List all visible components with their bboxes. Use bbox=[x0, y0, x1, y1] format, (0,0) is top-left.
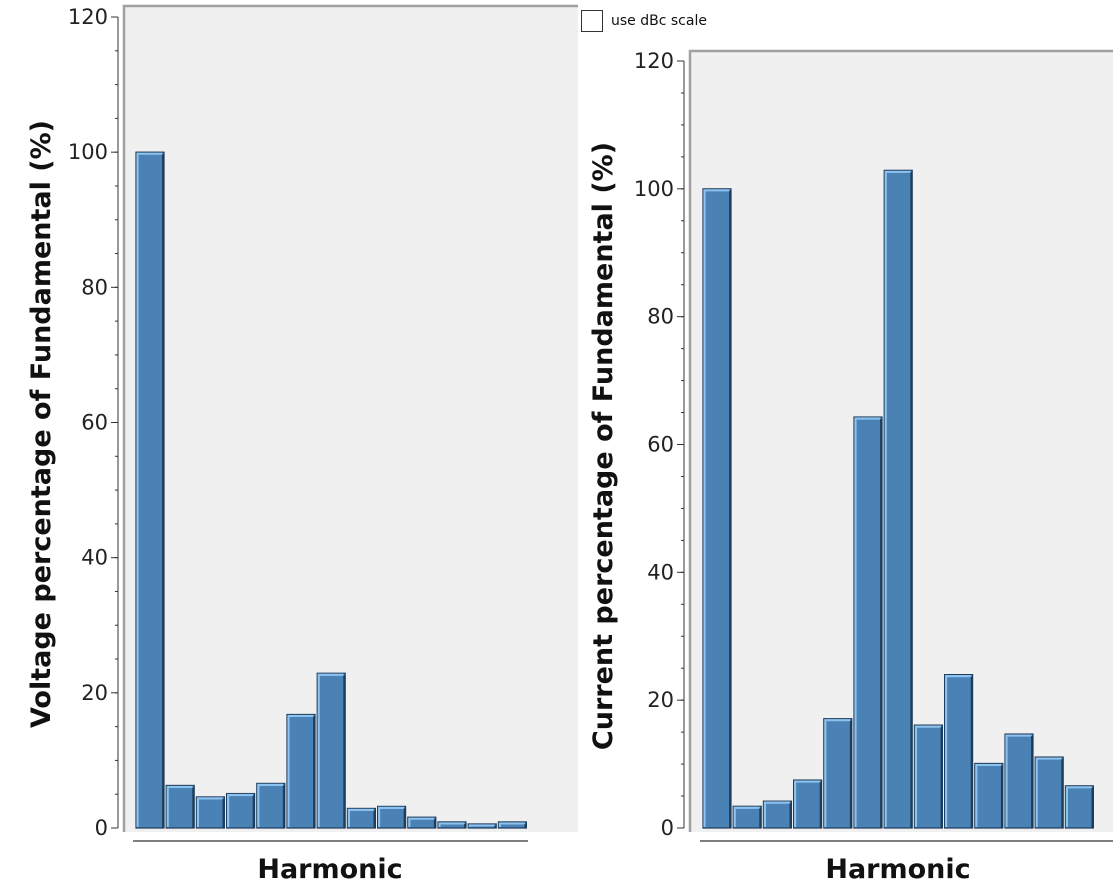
voltage-y-axis-title: Voltage percentage of Fundamental (%) bbox=[26, 120, 57, 728]
voltage-bar bbox=[467, 823, 497, 829]
current-bar bbox=[883, 169, 913, 829]
voltage-bar bbox=[407, 816, 437, 829]
voltage-y-tick-label: 60 bbox=[81, 411, 108, 435]
current-y-tick-label: 60 bbox=[647, 433, 674, 457]
voltage-bar bbox=[135, 151, 165, 829]
current-y-tick-label: 120 bbox=[634, 49, 674, 73]
current-bar bbox=[913, 724, 944, 829]
voltage-bar bbox=[256, 782, 286, 829]
voltage-bar bbox=[346, 807, 376, 829]
dbc-scale-option[interactable]: use dBc scale bbox=[581, 10, 707, 32]
dbc-scale-label: use dBc scale bbox=[611, 13, 707, 29]
current-y-tick-label: 0 bbox=[661, 816, 674, 840]
voltage-bar bbox=[165, 784, 195, 829]
current-bar bbox=[943, 673, 974, 829]
voltage-bar bbox=[286, 713, 316, 829]
voltage-bar bbox=[316, 672, 346, 829]
voltage-bar bbox=[195, 796, 225, 829]
current-y-tick-label: 20 bbox=[647, 688, 674, 712]
current-bar bbox=[732, 805, 762, 829]
current-y-tick-label: 100 bbox=[634, 177, 674, 201]
voltage-plot-area bbox=[124, 6, 578, 832]
current-y-axis-title: Current percentage of Fundamental (%) bbox=[588, 142, 619, 750]
voltage-y-tick-label: 40 bbox=[81, 546, 108, 570]
voltage-y-tick-label: 20 bbox=[81, 681, 108, 705]
voltage-bar bbox=[437, 821, 467, 829]
voltage-bar bbox=[497, 821, 527, 829]
current-bar bbox=[762, 800, 793, 829]
voltage-y-tick-label: 100 bbox=[68, 140, 108, 164]
current-bar bbox=[853, 416, 883, 829]
voltage-x-axis-title: Harmonic bbox=[257, 854, 402, 885]
voltage-plot-frame bbox=[122, 4, 578, 832]
current-y-tick-label: 80 bbox=[647, 305, 674, 329]
current-y-tick-label: 40 bbox=[647, 560, 674, 584]
current-bar bbox=[1004, 733, 1034, 829]
voltage-chart: 0 20 40 60 80 100 120 Harmonic Voltage percentag… bbox=[26, 4, 578, 885]
current-plot-frame bbox=[688, 49, 1113, 832]
current-bar bbox=[1034, 756, 1064, 829]
voltage-y-tick-label: 120 bbox=[68, 5, 108, 29]
current-bar bbox=[702, 188, 732, 829]
voltage-y-tick-label: 80 bbox=[81, 275, 108, 299]
current-bar bbox=[823, 718, 853, 829]
current-bar bbox=[974, 762, 1004, 829]
voltage-y-tick-label: 0 bbox=[95, 816, 108, 840]
current-bar bbox=[1064, 785, 1095, 829]
current-bar bbox=[792, 779, 823, 829]
dbc-scale-checkbox[interactable] bbox=[581, 10, 603, 32]
current-x-axis-title: Harmonic bbox=[825, 854, 970, 885]
voltage-bar bbox=[377, 805, 407, 829]
voltage-bar bbox=[226, 792, 256, 829]
current-chart: 0 20 40 60 80 100 120 Harmonic Current percentag… bbox=[588, 49, 1113, 885]
